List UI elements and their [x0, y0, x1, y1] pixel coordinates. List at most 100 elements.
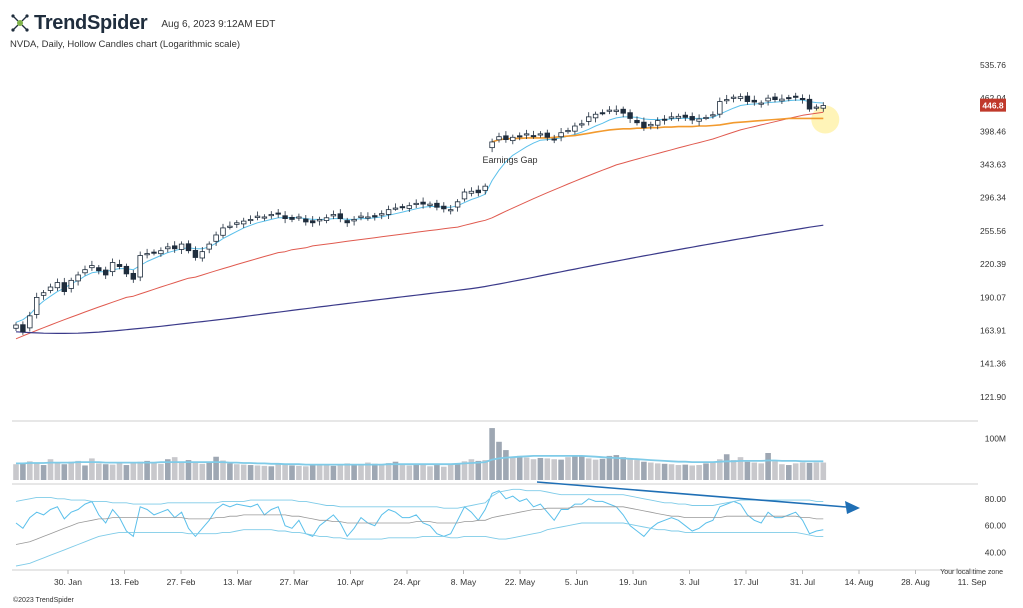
candle-body — [89, 265, 95, 269]
volume-bar — [220, 460, 226, 480]
candle-body — [772, 96, 778, 101]
candle-body — [523, 133, 530, 136]
volume-bar — [613, 455, 620, 480]
candle-body — [682, 114, 688, 118]
candle-body — [592, 113, 599, 119]
candle-body — [206, 243, 212, 250]
candle-body — [337, 213, 343, 219]
volume-bar — [165, 459, 171, 480]
candle-body — [537, 133, 544, 136]
volume-bar — [351, 465, 357, 480]
volume-bar — [447, 464, 454, 480]
volume-bar — [392, 461, 399, 480]
sma-50-line — [15, 111, 824, 340]
volume-bar — [696, 465, 702, 480]
candle-body — [648, 123, 654, 127]
volume-bar — [523, 457, 530, 480]
volume-bar — [489, 428, 495, 480]
volume-bar — [158, 463, 164, 480]
candle-body — [503, 135, 509, 141]
sma-200-line — [15, 224, 824, 334]
volume-bar — [40, 465, 47, 480]
volume-bar — [675, 465, 682, 480]
volume-bar — [654, 463, 661, 480]
volume-bar — [330, 465, 337, 480]
volume-bar — [668, 464, 675, 480]
candle-body — [482, 185, 488, 191]
candle-body — [489, 141, 495, 149]
volume-bar — [813, 462, 820, 480]
candle-body — [171, 245, 178, 250]
candle-body — [530, 135, 537, 138]
candle-body — [634, 120, 640, 124]
brand-name[interactable]: TrendSpider — [34, 11, 148, 34]
highlight-layer — [811, 105, 840, 134]
candle-body — [510, 136, 516, 142]
candle-body — [551, 138, 557, 141]
volume-bar — [116, 462, 123, 480]
candle-body — [461, 191, 468, 200]
candle-body — [247, 219, 254, 222]
candle-body — [75, 274, 81, 282]
trendspider-logo-icon[interactable] — [10, 13, 30, 33]
candle-body — [151, 251, 157, 254]
price-axis-tick: 141.36 — [980, 359, 1006, 369]
volume-bar — [420, 464, 426, 480]
volume-bar — [579, 455, 585, 480]
volume-bar — [441, 466, 447, 480]
volume-bar — [413, 464, 419, 480]
candle-body — [261, 216, 268, 219]
candle-body — [517, 135, 523, 138]
volume-bar — [102, 464, 109, 480]
x-axis-tick: 5. Jun — [565, 577, 588, 587]
volume-bar — [779, 464, 785, 480]
candle-body — [303, 218, 309, 223]
volume-bar — [247, 465, 254, 480]
candle-body — [744, 95, 751, 102]
candle-body — [296, 216, 302, 219]
x-axis-tick: 24. Apr — [394, 577, 421, 587]
volume-bar — [468, 459, 475, 480]
volume-bar — [227, 463, 233, 480]
x-axis-tick: 17. Jul — [733, 577, 758, 587]
candle-body — [234, 222, 240, 225]
candle-body — [34, 297, 40, 315]
annotations: Earnings Gap — [482, 155, 860, 514]
candle-body — [220, 227, 226, 236]
candle-body — [579, 123, 585, 126]
candle-body — [427, 203, 433, 206]
price-axis-tick: 535.76 — [980, 60, 1006, 70]
x-axis-tick: 28. Aug — [901, 577, 930, 587]
volume-bar — [661, 463, 668, 480]
price-axis-tick: 190.07 — [980, 292, 1006, 302]
candle-body — [289, 216, 295, 220]
candle-body — [689, 116, 695, 121]
volume-bar — [772, 461, 778, 480]
volume-bar — [799, 462, 806, 480]
volume-bar — [323, 465, 330, 480]
volume-bar — [475, 460, 482, 480]
volume-bar — [434, 465, 440, 480]
rsi-line — [15, 490, 824, 538]
volume-bar — [558, 459, 564, 480]
volume-bar — [82, 465, 88, 480]
price-axis-tick: 163.91 — [980, 326, 1006, 336]
volume-bar — [68, 461, 74, 480]
candle-body — [710, 114, 716, 117]
volume-bar — [192, 461, 199, 480]
candle-body — [737, 96, 744, 99]
candle-body — [240, 220, 247, 225]
volume-bar — [61, 464, 68, 480]
candle-body — [627, 112, 633, 119]
candle-body — [820, 105, 826, 109]
candle-body — [558, 132, 564, 138]
header: TrendSpider Aug 6, 2023 9:12AM EDT — [10, 10, 275, 36]
volume-bar — [234, 464, 240, 480]
candle-body — [641, 121, 647, 129]
candle-body — [793, 95, 799, 98]
candle-body — [468, 190, 475, 194]
last-price-value: 446.8 — [982, 101, 1004, 111]
timezone-label: Your local time zone — [940, 569, 1003, 576]
candle-body — [475, 189, 481, 194]
